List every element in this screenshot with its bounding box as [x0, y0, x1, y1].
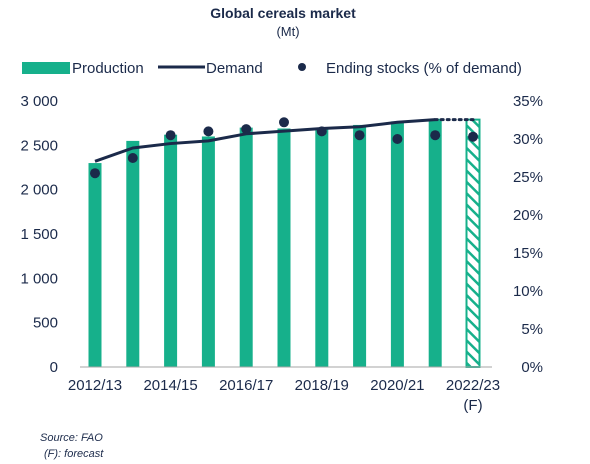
- y-right-tick-label: 0%: [521, 359, 543, 376]
- ending-stocks-point: [279, 117, 289, 128]
- y-right-tick-label: 20%: [513, 207, 543, 224]
- y-axis-right: 0% 5% 10% 15% 20% 25% 30% 35%: [513, 93, 543, 376]
- production-bar: [277, 128, 291, 367]
- chart-title: Global cereals market: [210, 5, 356, 21]
- ending-stocks-point: [165, 130, 176, 141]
- legend-production-swatch: [22, 62, 70, 74]
- ending-stocks-point: [241, 124, 252, 135]
- y-left-tick-label: 2 000: [20, 182, 58, 199]
- y-right-tick-label: 25%: [513, 169, 543, 186]
- ending-stocks-point: [127, 153, 138, 163]
- y-left-tick-label: 1 000: [20, 270, 58, 287]
- production-bar: [239, 127, 253, 367]
- y-right-tick-label: 35%: [513, 93, 543, 110]
- legend: Production Demand Ending stocks (% of de…: [22, 60, 522, 77]
- y-axis-left: 0 500 1 000 1 500 2 000 2 500 3 000: [20, 93, 58, 376]
- chart-subtitle: (Mt): [276, 24, 299, 39]
- x-tick-label: 2020/21: [370, 377, 424, 394]
- y-left-tick-label: 0: [50, 359, 58, 376]
- production-bar: [390, 121, 404, 367]
- x-tick-label: 2018/19: [295, 377, 349, 394]
- ending-stocks-point: [203, 126, 214, 137]
- production-bar: [88, 163, 102, 367]
- y-left-tick-label: 2 500: [20, 137, 58, 154]
- legend-stocks-label: Ending stocks (% of demand): [326, 60, 522, 77]
- production-bar: [201, 136, 215, 367]
- x-tick-label: 2014/15: [143, 377, 197, 394]
- x-tick-label: 2016/17: [219, 377, 273, 394]
- demand-line-actual: [94, 118, 436, 163]
- x-axis: 2012/13 2014/15 2016/17 2018/19 2020/21 2022/…: [68, 377, 500, 414]
- production-bars: [88, 118, 481, 369]
- x-tick-label: 2022/23: [446, 377, 500, 394]
- demand-line: [94, 118, 475, 163]
- x-tick-label: 2012/13: [68, 377, 122, 394]
- ending-stocks-point: [468, 131, 478, 142]
- production-bar: [428, 118, 442, 367]
- x-tick-forecast-label: (F): [463, 397, 482, 414]
- source-note: Source: FAO: [40, 432, 103, 444]
- production-bar: [353, 124, 367, 367]
- legend-production-label: Production: [72, 60, 144, 77]
- ending-stocks-point: [430, 130, 441, 141]
- y-right-tick-label: 15%: [513, 245, 543, 262]
- y-left-tick-label: 3 000: [20, 93, 58, 110]
- production-bar-forecast: [465, 118, 481, 369]
- forecast-note: (F): forecast: [44, 448, 104, 460]
- y-right-tick-label: 30%: [513, 131, 543, 148]
- y-left-tick-label: 500: [33, 315, 58, 332]
- ending-stocks-point: [392, 134, 403, 144]
- production-bar: [315, 128, 329, 367]
- y-right-tick-label: 5%: [521, 321, 543, 338]
- ending-stocks-point: [90, 168, 100, 179]
- y-left-tick-label: 1 500: [20, 226, 58, 243]
- production-bar: [126, 140, 140, 367]
- production-bar: [164, 134, 178, 367]
- y-right-tick-label: 10%: [513, 283, 543, 300]
- ending-stocks-point: [316, 126, 327, 137]
- legend-demand-label: Demand: [206, 60, 263, 77]
- legend-stocks-swatch: [298, 63, 306, 71]
- ending-stocks-point: [354, 130, 365, 141]
- ending-stocks-points: [90, 117, 478, 179]
